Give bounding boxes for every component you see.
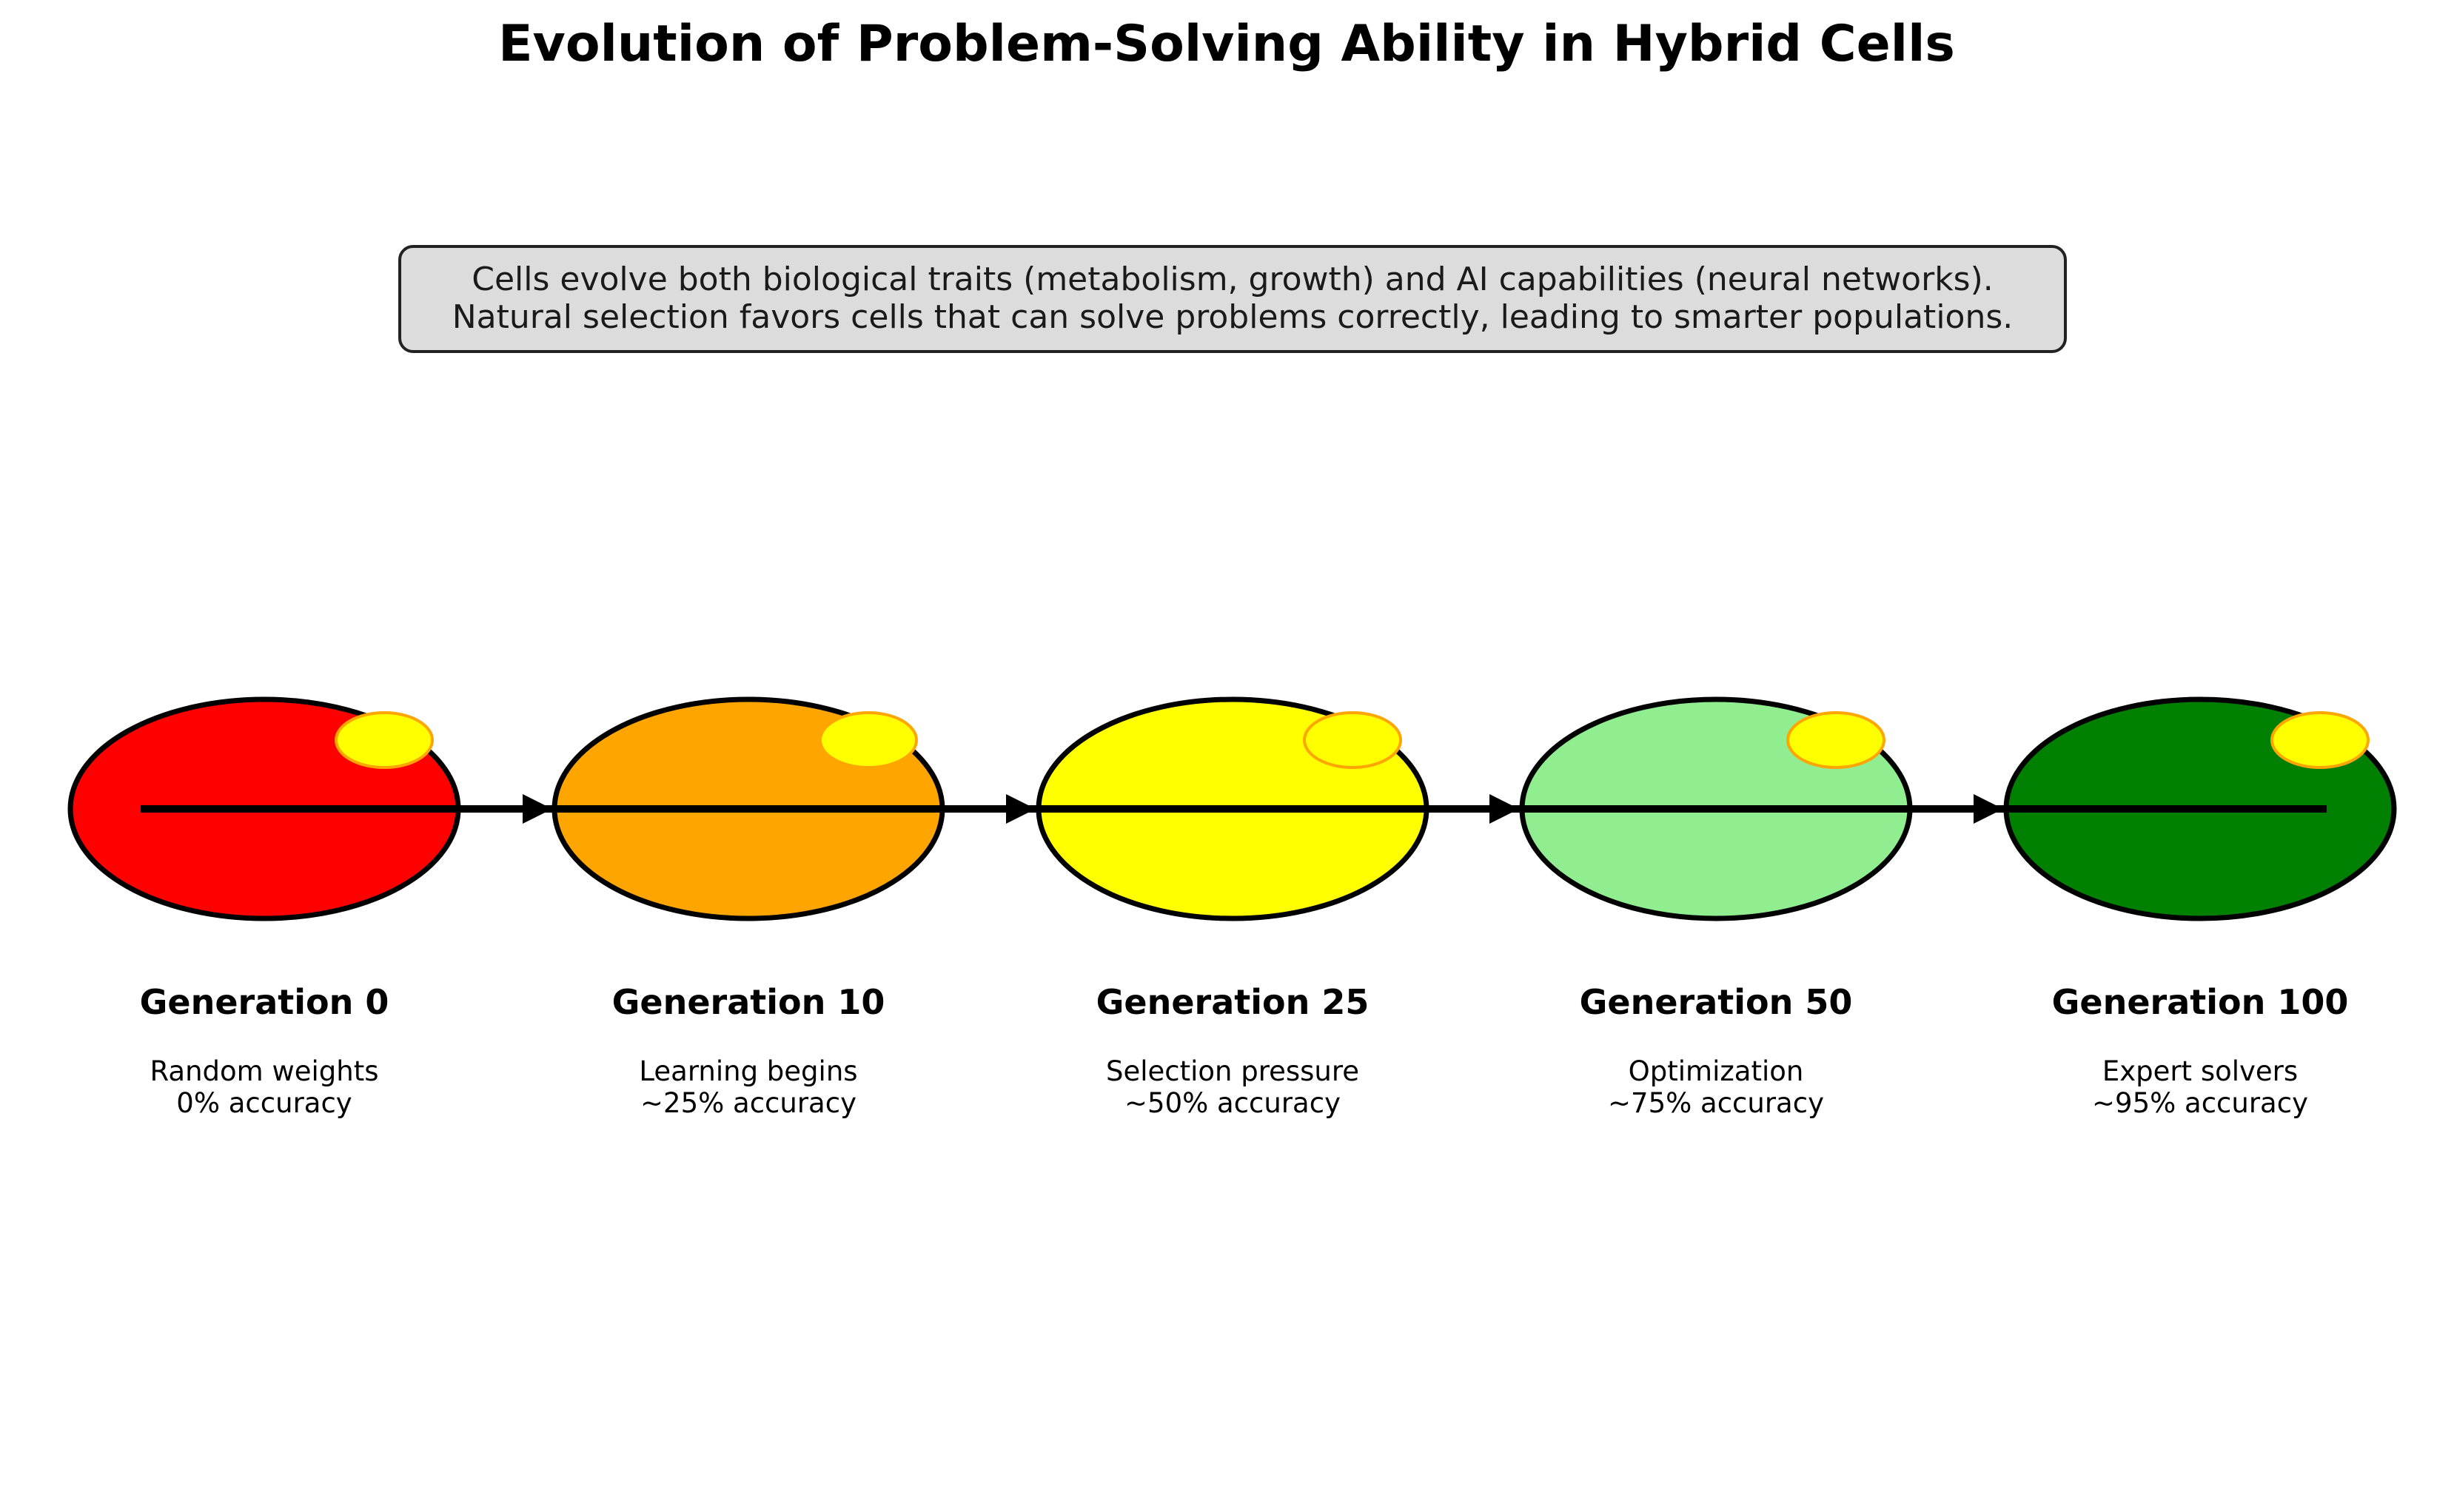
- stage-description: Expert solvers: [2102, 1055, 2298, 1087]
- stage-accuracy: 0% accuracy: [176, 1087, 352, 1119]
- stage-accuracy: ~50% accuracy: [1124, 1087, 1341, 1119]
- cell-nucleus: [2270, 711, 2370, 769]
- stage-description: Random weights: [150, 1055, 379, 1087]
- stage-accuracy: ~95% accuracy: [2092, 1087, 2308, 1119]
- stage-description: Optimization: [1629, 1055, 1804, 1087]
- stage-title: Generation 0: [140, 982, 389, 1022]
- cell-nucleus: [1786, 711, 1885, 769]
- description-line-1: Cells evolve both biological traits (met…: [472, 261, 1994, 298]
- stage-description: Selection pressure: [1106, 1055, 1359, 1087]
- cell-nucleus: [1303, 711, 1402, 769]
- description-line-2: Natural selection favors cells that can …: [452, 298, 2014, 336]
- stage-title: Generation 50: [1580, 982, 1853, 1022]
- cell-nucleus: [819, 711, 918, 769]
- description-box: Cells evolve both biological traits (met…: [398, 245, 2067, 353]
- stage-accuracy: ~75% accuracy: [1608, 1087, 1824, 1119]
- diagram-title: Evolution of Problem-Solving Ability in …: [498, 15, 1955, 73]
- cell-nucleus: [335, 711, 434, 769]
- description-box-background: [398, 245, 2067, 353]
- stage-title: Generation 10: [612, 982, 885, 1022]
- stage-title: Generation 25: [1096, 982, 1370, 1022]
- stage-description: Learning begins: [639, 1055, 857, 1087]
- stage-title: Generation 100: [2052, 982, 2349, 1022]
- stage-accuracy: ~25% accuracy: [640, 1087, 856, 1119]
